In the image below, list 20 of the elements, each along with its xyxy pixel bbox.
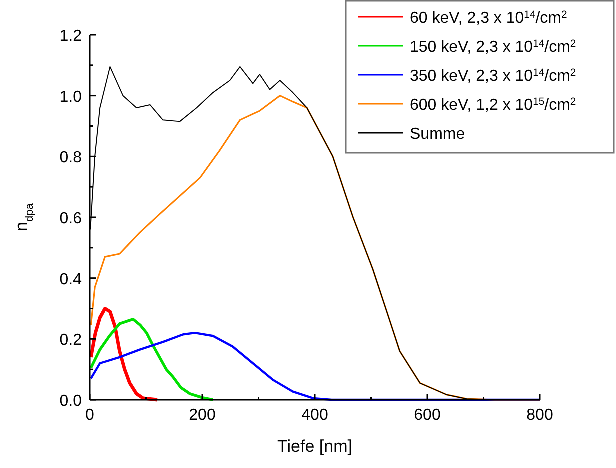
y-tick-label: 0.0 <box>60 393 82 410</box>
legend-label: 600 keV, 1,2 x 10$^{15}$/cm$^{2}$ <box>410 96 576 114</box>
x-tick-label: 200 <box>189 407 216 424</box>
x-tick-label: 800 <box>526 407 554 424</box>
y-tick-label: 0.6 <box>60 210 82 228</box>
y-tick-label: 0.8 <box>60 150 82 167</box>
x-tick-label: 600 <box>414 407 441 424</box>
legend-label: 60 keV, 2,3 x 10$^{14}$/cm$^{2}$ <box>410 10 568 27</box>
y-tick-label: 0.4 <box>60 271 82 288</box>
line-series <box>90 318 215 402</box>
x-axis-title: Tiefe [nm] <box>278 437 352 456</box>
y-tick-label: 0.2 <box>60 332 82 350</box>
line-series <box>89 307 160 402</box>
x-tick-label: 0 <box>86 407 95 424</box>
x-tick-label: 400 <box>302 407 328 424</box>
legend-label: Summe <box>410 126 466 143</box>
legend-label: 150 keV, 2,3 x 10$^{14}$/cm$^{2}$ <box>410 38 576 56</box>
y-tick-label: 1.0 <box>60 88 82 106</box>
legend-label: 350 keV, 2,3 x 10$^{14}$/cm$^{2}$ <box>410 68 576 85</box>
y-tick-label: 1.2 <box>60 28 82 45</box>
